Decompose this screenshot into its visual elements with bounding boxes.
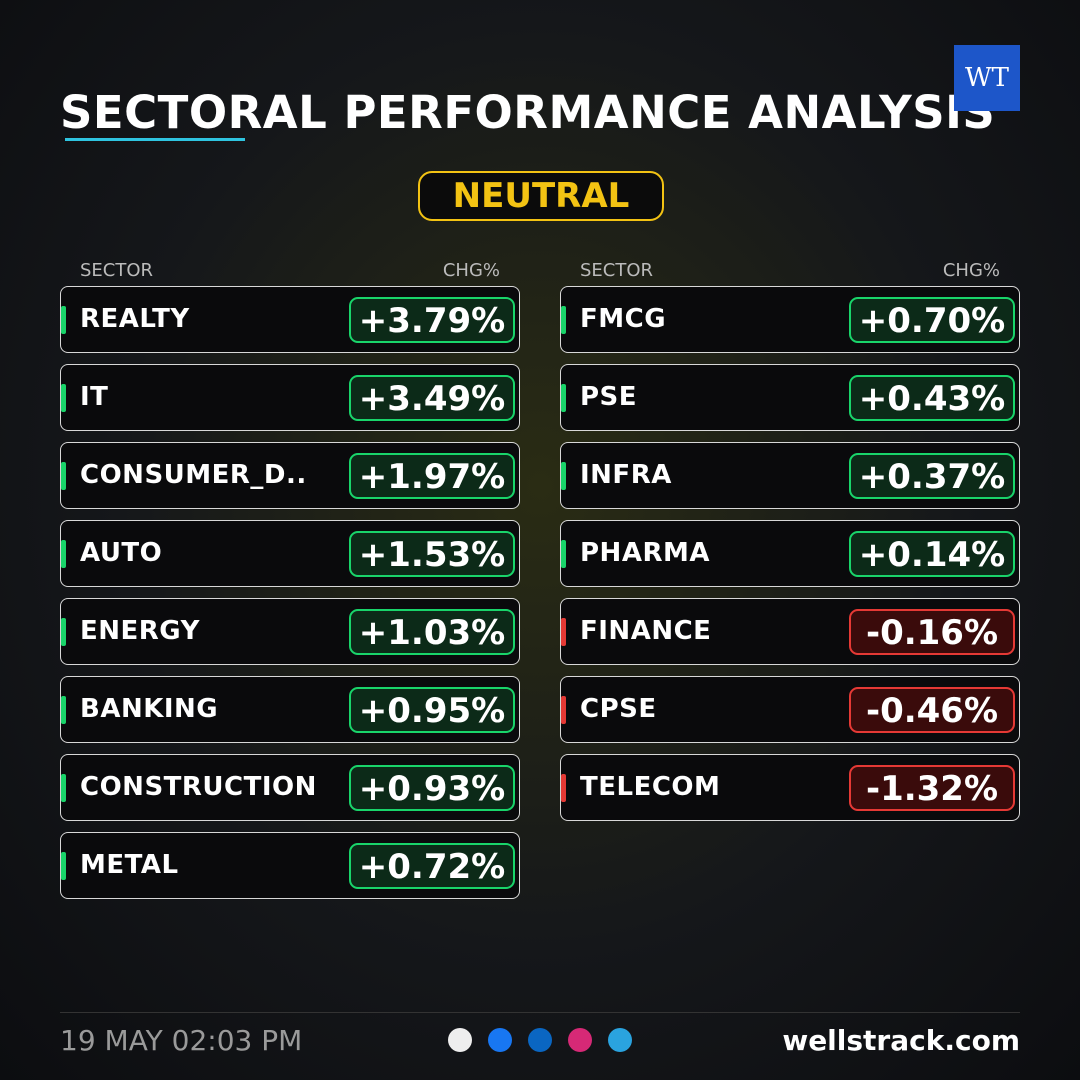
sector-row: ENERGY +1.03% (60, 598, 520, 665)
trend-bar (561, 618, 566, 646)
sector-name: BANKING (80, 694, 219, 724)
linkedin-icon[interactable] (528, 1028, 552, 1052)
change-value: +0.43% (849, 375, 1015, 421)
x-icon[interactable] (448, 1028, 472, 1052)
title-underline (65, 138, 245, 141)
change-value: -0.46% (849, 687, 1015, 733)
column-header: CHG% (942, 260, 1000, 281)
change-value: +0.72% (349, 843, 515, 889)
sector-row: CONSTRUCTION +0.93% (60, 754, 520, 821)
sector-name: METAL (80, 850, 179, 880)
trend-bar (61, 540, 66, 568)
change-value: +0.95% (349, 687, 515, 733)
sentiment-badge: NEUTRAL (418, 171, 664, 221)
change-value: +3.49% (349, 375, 515, 421)
logo: WT (954, 45, 1020, 111)
sector-name: AUTO (80, 538, 163, 568)
sector-row: TELECOM -1.32% (560, 754, 1020, 821)
change-value: -0.16% (849, 609, 1015, 655)
change-value: +1.03% (349, 609, 515, 655)
sector-name: PSE (580, 382, 638, 412)
change-value: +0.70% (849, 297, 1015, 343)
sector-name: CONSTRUCTION (80, 772, 317, 802)
change-value: +0.37% (849, 453, 1015, 499)
sector-name: PHARMA (580, 538, 710, 568)
sector-name: IT (80, 382, 109, 412)
sector-row: CPSE -0.46% (560, 676, 1020, 743)
trend-bar (561, 774, 566, 802)
column-header: SECTOR (580, 260, 654, 281)
sector-row: INFRA +0.37% (560, 442, 1020, 509)
trend-bar (61, 696, 66, 724)
column-header: CHG% (442, 260, 500, 281)
change-value: +0.93% (349, 765, 515, 811)
sector-name: FINANCE (580, 616, 712, 646)
sector-row: IT +3.49% (60, 364, 520, 431)
change-value: +0.14% (849, 531, 1015, 577)
change-value: +1.53% (349, 531, 515, 577)
sector-row: FINANCE -0.16% (560, 598, 1020, 665)
sector-row: AUTO +1.53% (60, 520, 520, 587)
sector-name: CPSE (580, 694, 657, 724)
trend-bar (561, 384, 566, 412)
sector-row: FMCG +0.70% (560, 286, 1020, 353)
trend-bar (561, 306, 566, 334)
trend-bar (61, 852, 66, 880)
trend-bar (561, 696, 566, 724)
change-value: +1.97% (349, 453, 515, 499)
column-header: SECTOR (80, 260, 154, 281)
telegram-icon[interactable] (608, 1028, 632, 1052)
trend-bar (61, 462, 66, 490)
trend-bar (561, 462, 566, 490)
sector-name: TELECOM (580, 772, 721, 802)
change-value: -1.32% (849, 765, 1015, 811)
sector-row: REALTY +3.79% (60, 286, 520, 353)
sector-name: ENERGY (80, 616, 200, 646)
sector-row: METAL +0.72% (60, 832, 520, 899)
sector-row: PHARMA +0.14% (560, 520, 1020, 587)
facebook-icon[interactable] (488, 1028, 512, 1052)
sector-name: FMCG (580, 304, 667, 334)
footer-rule (60, 1012, 1020, 1013)
sector-row: PSE +0.43% (560, 364, 1020, 431)
trend-bar (61, 618, 66, 646)
sector-row: CONSUMER_D.. +1.97% (60, 442, 520, 509)
trend-bar (61, 774, 66, 802)
website[interactable]: wellstrack.com (782, 1024, 1020, 1057)
trend-bar (561, 540, 566, 568)
instagram-icon[interactable] (568, 1028, 592, 1052)
sector-name: CONSUMER_D.. (80, 460, 307, 490)
sector-row: BANKING +0.95% (60, 676, 520, 743)
trend-bar (61, 384, 66, 412)
sector-name: INFRA (580, 460, 672, 490)
date: 19 MAY 02:03 PM (60, 1024, 303, 1057)
trend-bar (61, 306, 66, 334)
title: SECTORAL PERFORMANCE ANALYSIS (60, 86, 996, 139)
change-value: +3.79% (349, 297, 515, 343)
sector-name: REALTY (80, 304, 190, 334)
